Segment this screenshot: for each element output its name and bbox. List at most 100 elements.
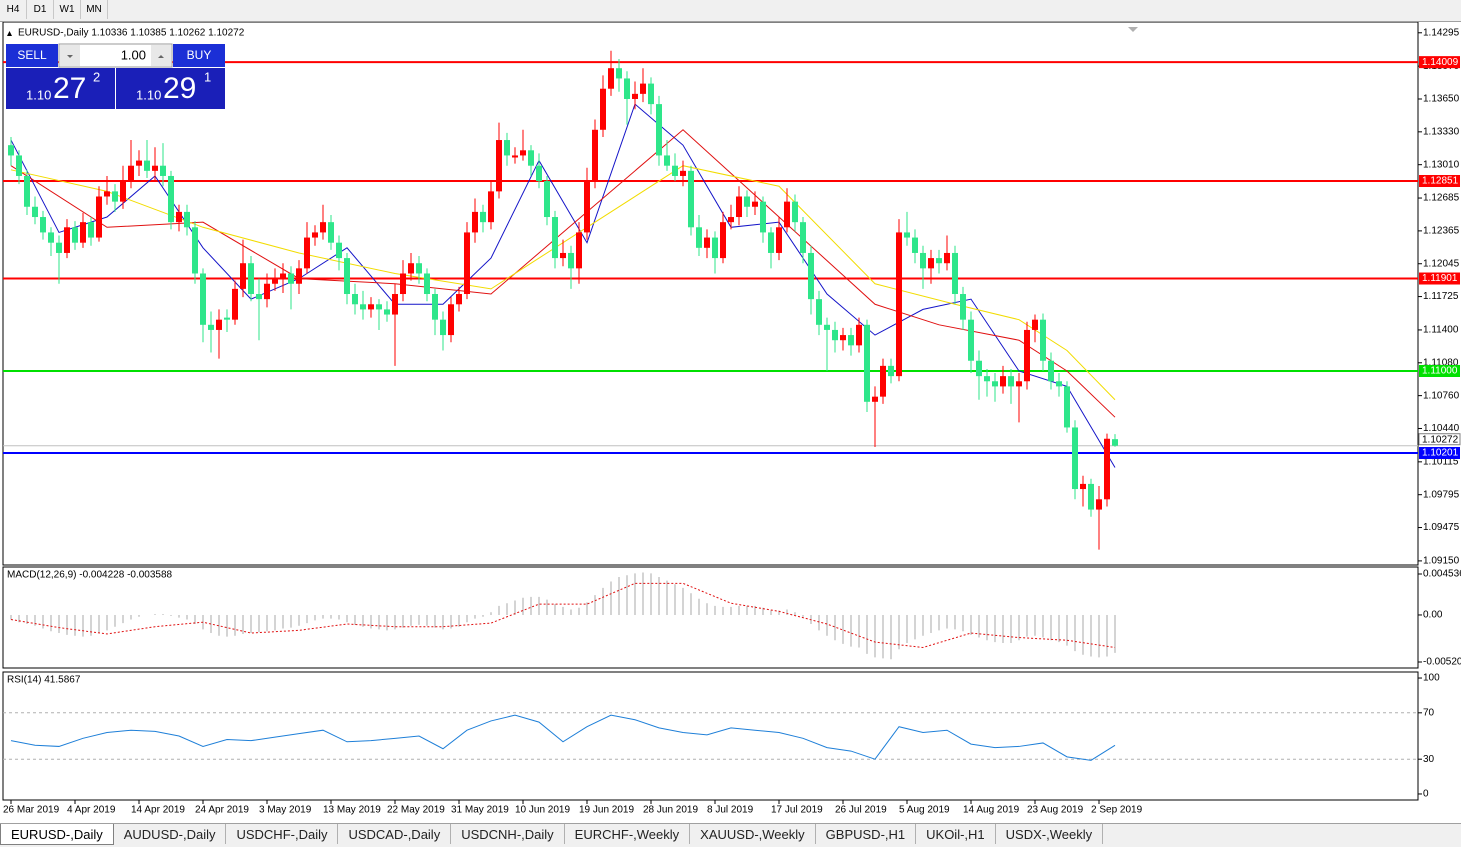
candle-body [576,232,582,269]
candle-body [720,222,726,259]
candle-body [1112,439,1118,446]
candle-body [368,304,374,310]
price-level-label: 1.11901 [1422,273,1458,284]
candle-body [696,227,702,248]
chart-tab[interactable]: USDCHF-,Daily [226,824,339,844]
y-tick-label: 0.004536 [1423,569,1461,580]
candle-body [1024,329,1030,382]
ask-big: 1.10 [136,87,161,102]
candle-body [328,222,334,243]
candle-body [168,175,174,223]
candle-body [536,165,542,182]
candle-body [736,196,742,218]
x-tick-label: 4 Apr 2019 [67,805,116,816]
chart-tab[interactable]: XAUUSD-,Weekly [690,824,816,844]
chart-tab[interactable]: USDCNH-,Daily [451,824,565,844]
price-level-tag [1419,272,1460,285]
candle-body [824,324,830,330]
candle-body [80,222,86,243]
ask-fraction: 1 [204,69,211,84]
candle-body [920,252,926,269]
y-tick-label: 1.13650 [1423,94,1460,105]
timeframe-button[interactable]: MN [81,0,108,19]
candle-body [496,140,502,192]
candle-body [416,263,422,274]
candle-body [568,252,574,269]
candle-body [320,222,326,233]
candle-body [848,335,854,346]
chart-tab[interactable]: USDCAD-,Daily [338,824,452,844]
timeframe-button[interactable]: D1 [27,0,54,19]
chart-tab[interactable]: UKOil-,H1 [916,824,996,844]
x-tick-label: 28 Jun 2019 [643,805,698,816]
candle-body [1040,319,1046,361]
candle-body [1032,319,1038,330]
x-tick-label: 14 Aug 2019 [963,805,1020,816]
candle-body [176,211,182,223]
y-tick-label: 1.11080 [1423,357,1459,368]
candle-body [1000,376,1006,387]
sell-label: SELL [17,48,47,62]
x-tick-label: 8 Jul 2019 [707,805,754,816]
current-price-label: 1.10272 [1422,434,1459,445]
y-tick-label: 1.09150 [1423,556,1460,567]
candle-body [648,83,654,105]
candle-body [1072,427,1078,490]
candle-body [376,304,382,310]
candle-body [440,319,446,336]
candle-body [144,160,150,171]
candle-body [800,222,806,253]
ask-pips: 29 [163,72,196,105]
bid-box[interactable] [6,68,115,109]
candle-body [272,278,278,284]
chart-tab[interactable]: AUDUSD-,Daily [114,824,227,844]
x-tick-label: 17 Jul 2019 [771,805,823,816]
x-tick-label: 2 Sep 2019 [1091,805,1143,816]
ask-box[interactable] [116,68,225,109]
y-tick-label: 1.10760 [1423,390,1460,401]
y-tick-label: 30 [1423,754,1435,765]
candle-body [856,324,862,346]
candle-body [984,376,990,382]
sell-button[interactable] [6,44,58,67]
main-panel [2,21,1419,566]
chart-tab[interactable]: GBPUSD-,H1 [816,824,917,844]
y-tick-label: 1.10440 [1423,423,1460,434]
candle-body [408,263,414,274]
rsi-panel [2,671,1419,801]
candle-body [208,324,214,330]
current-price-tag [1418,433,1461,446]
candle-body [840,335,846,341]
timeframe-button[interactable]: H4 [0,0,27,19]
y-tick-label: 70 [1423,707,1435,718]
candle-body [8,145,14,156]
y-tick-label: 0 [1423,789,1429,800]
macd-signal [10,582,1116,649]
candle-body [280,273,286,279]
candle-body [520,150,526,156]
y-tick-label: 1.11400 [1423,325,1459,336]
chart-tab[interactable]: EURUSD-,Daily [0,824,114,845]
chart-tab[interactable]: EURCHF-,Weekly [565,824,691,844]
shift-marker [1128,27,1138,32]
x-tick-label: 5 Aug 2019 [899,805,950,816]
candle-body [296,268,302,284]
candle-body [64,227,70,253]
buy-button[interactable] [173,44,225,67]
timeframe-button[interactable]: W1 [54,0,81,19]
price-level-label: 1.11000 [1422,366,1458,377]
macd-panel [2,566,1419,669]
candle-body [600,88,606,130]
y-tick-label: 0.00 [1423,610,1443,621]
y-tick-label: 1.12365 [1423,226,1460,237]
candle-body [120,181,126,202]
candle-body [104,191,110,197]
candle-body [256,294,262,300]
candle-body [312,232,318,238]
price-level-tag [1419,364,1460,377]
title-arrow [7,31,12,36]
x-tick-label: 23 Aug 2019 [1027,805,1084,816]
lot-input[interactable] [58,43,173,68]
price-level-tag [1419,174,1460,187]
chart-tab[interactable]: USDX-,Weekly [996,824,1104,844]
